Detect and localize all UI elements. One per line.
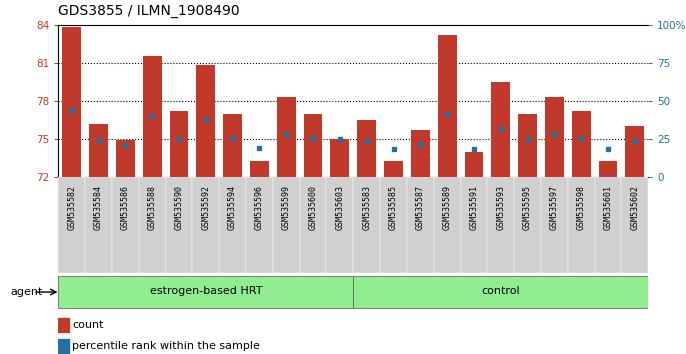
Text: control: control <box>482 286 520 296</box>
Bar <box>58 177 85 273</box>
Bar <box>568 177 595 273</box>
Bar <box>545 97 564 177</box>
Bar <box>223 114 242 177</box>
Text: GSM535583: GSM535583 <box>362 185 371 230</box>
Bar <box>327 177 353 273</box>
Bar <box>220 177 246 273</box>
Bar <box>246 177 273 273</box>
Text: GSM535592: GSM535592 <box>201 185 211 230</box>
Bar <box>250 160 269 177</box>
Text: count: count <box>72 320 104 330</box>
Bar <box>357 120 376 177</box>
Text: GSM535593: GSM535593 <box>496 185 506 230</box>
Bar <box>331 139 349 177</box>
Bar <box>165 177 192 273</box>
Bar <box>58 318 69 332</box>
Text: GSM535582: GSM535582 <box>67 185 76 230</box>
Bar <box>192 177 220 273</box>
Bar <box>380 177 407 273</box>
Text: estrogen-based HRT: estrogen-based HRT <box>150 286 262 296</box>
Bar <box>434 177 460 273</box>
Bar <box>273 177 300 273</box>
Bar <box>85 177 112 273</box>
Bar <box>460 177 487 273</box>
Text: GSM535595: GSM535595 <box>523 185 532 230</box>
Bar <box>599 160 617 177</box>
Bar <box>384 160 403 177</box>
Bar <box>595 177 622 273</box>
Bar <box>572 111 591 177</box>
Text: GSM535585: GSM535585 <box>389 185 398 230</box>
Bar <box>622 177 648 273</box>
Text: agent: agent <box>10 287 43 297</box>
Text: GSM535590: GSM535590 <box>174 185 183 230</box>
Text: GSM535601: GSM535601 <box>604 185 613 230</box>
Bar <box>196 65 215 177</box>
FancyBboxPatch shape <box>58 276 353 308</box>
Bar <box>143 57 162 177</box>
Bar <box>541 177 568 273</box>
Bar <box>62 27 81 177</box>
Text: GSM535602: GSM535602 <box>630 185 639 230</box>
Bar <box>407 177 434 273</box>
Text: GSM535589: GSM535589 <box>442 185 451 230</box>
Text: GSM535603: GSM535603 <box>335 185 344 230</box>
Text: GSM535584: GSM535584 <box>94 185 103 230</box>
FancyBboxPatch shape <box>353 276 648 308</box>
Text: GSM535594: GSM535594 <box>228 185 237 230</box>
Bar <box>626 126 644 177</box>
Text: percentile rank within the sample: percentile rank within the sample <box>72 341 260 352</box>
Bar <box>89 124 108 177</box>
Bar <box>169 111 189 177</box>
Bar <box>300 177 327 273</box>
Bar <box>304 114 322 177</box>
Bar <box>438 35 457 177</box>
Bar <box>491 82 510 177</box>
Text: GSM535598: GSM535598 <box>577 185 586 230</box>
Bar <box>139 177 165 273</box>
Bar <box>411 130 429 177</box>
Bar <box>353 177 380 273</box>
Bar <box>277 97 296 177</box>
Text: GSM535596: GSM535596 <box>255 185 264 230</box>
Text: GSM535591: GSM535591 <box>469 185 478 230</box>
Text: GSM535588: GSM535588 <box>147 185 156 230</box>
Bar <box>514 177 541 273</box>
Text: GSM535587: GSM535587 <box>416 185 425 230</box>
Bar <box>112 177 139 273</box>
Text: GSM535599: GSM535599 <box>282 185 291 230</box>
Bar <box>487 177 514 273</box>
Text: GSM535597: GSM535597 <box>550 185 559 230</box>
Text: GSM535600: GSM535600 <box>309 185 318 230</box>
Text: GSM535586: GSM535586 <box>121 185 130 230</box>
Bar <box>518 114 537 177</box>
Text: GDS3855 / ILMN_1908490: GDS3855 / ILMN_1908490 <box>58 4 240 18</box>
Bar <box>116 140 134 177</box>
Bar <box>58 339 69 354</box>
Bar <box>464 152 484 177</box>
